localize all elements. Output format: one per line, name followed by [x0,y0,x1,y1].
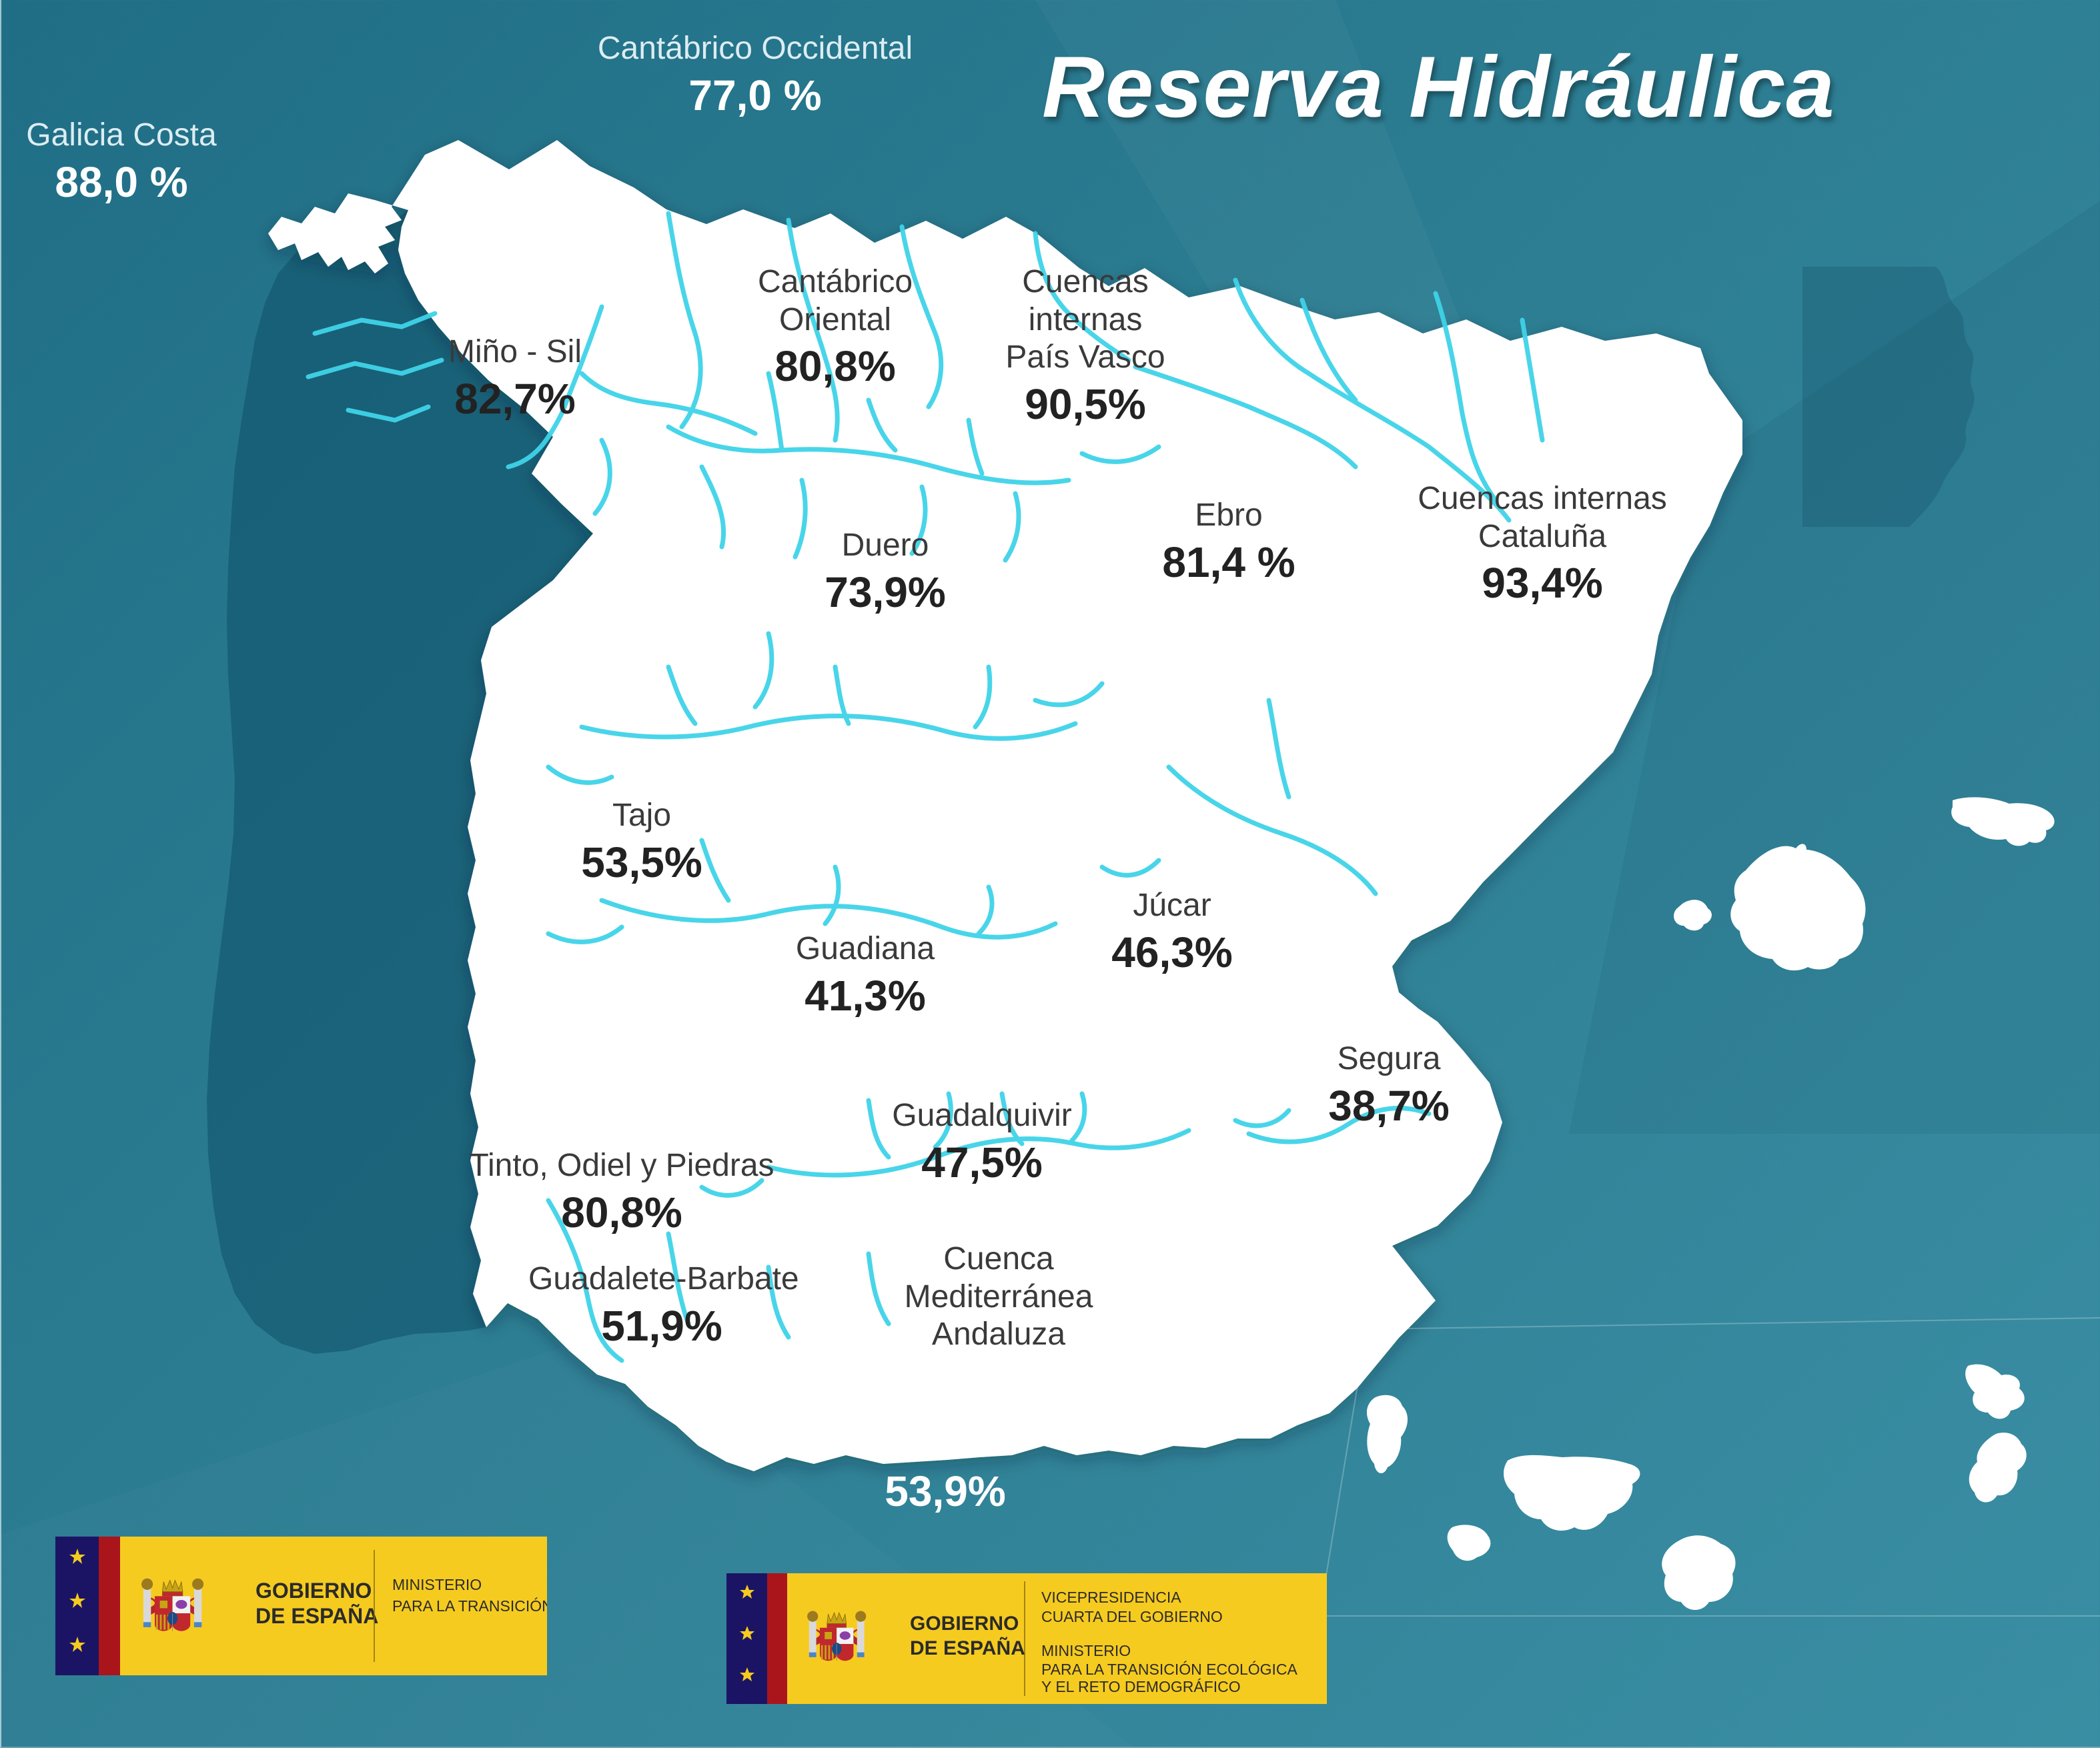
svg-text:Y EL RETO DEMOGRÁFICO: Y EL RETO DEMOGRÁFICO [1041,1678,1241,1695]
svg-text:DE ESPAÑA: DE ESPAÑA [255,1604,378,1628]
svg-text:GOBIERNO: GOBIERNO [255,1579,372,1603]
svg-text:PARA LA TRANSICIÓN ECOLÓGICA: PARA LA TRANSICIÓN ECOLÓGICA [1041,1661,1298,1678]
svg-text:DE ESPAÑA: DE ESPAÑA [910,1637,1025,1659]
svg-text:MINISTERIO: MINISTERIO [1041,1642,1131,1659]
svg-text:MINISTERIO: MINISTERIO [392,1576,482,1593]
svg-text:PARA LA TRANSICIÓN ECOLÓGICA: PARA LA TRANSICIÓN ECOLÓGICA [392,1597,547,1615]
svg-text:VICEPRESIDENCIA: VICEPRESIDENCIA [1041,1589,1181,1606]
svg-text:CUARTA DEL GOBIERNO: CUARTA DEL GOBIERNO [1041,1608,1223,1625]
svg-text:GOBIERNO: GOBIERNO [910,1613,1019,1635]
